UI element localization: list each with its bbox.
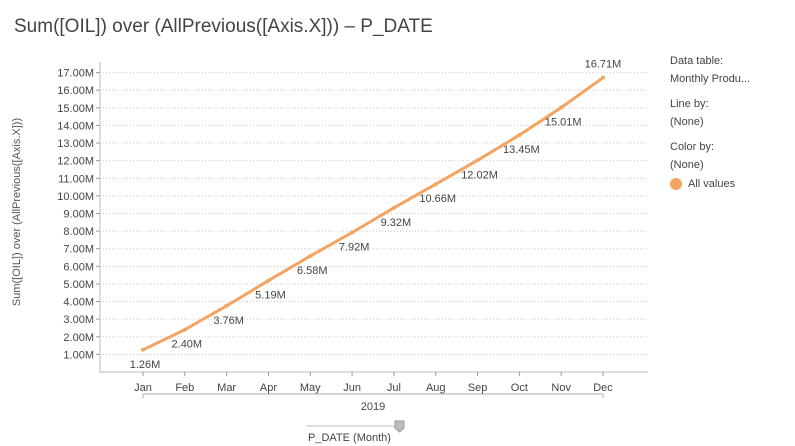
chart-title: Sum([OIL]) over (AllPrevious([Axis.X])) … — [14, 16, 433, 37]
data-label: 5.19M — [255, 290, 286, 302]
data-label: 12.02M — [461, 169, 498, 181]
data-label: 13.45M — [503, 144, 540, 156]
legend-color-by-value[interactable]: (None) — [670, 159, 704, 171]
y-tick-label: 10.00M — [57, 191, 94, 203]
data-point[interactable] — [224, 303, 229, 308]
legend-item-label: All values — [688, 178, 736, 190]
data-label: 15.01M — [545, 117, 582, 129]
y-tick-label: 12.00M — [57, 156, 94, 168]
data-point[interactable] — [141, 347, 145, 352]
data-point[interactable] — [559, 105, 564, 110]
x-tick-label: Oct — [511, 382, 528, 394]
x-tick-label: Mar — [217, 382, 236, 394]
x-axis: Jan Feb Mar Apr May Jun Jul Aug Sep Oct Nov Dec 2019 — [99, 62, 648, 413]
y-tick-label: 4.00M — [63, 297, 94, 309]
legend-color-by-label: Color by: — [670, 141, 715, 153]
data-point[interactable] — [475, 158, 480, 163]
y-tick-label: 6.00M — [63, 261, 94, 273]
data-point[interactable] — [308, 254, 313, 259]
x-tick-label: Jan — [134, 382, 152, 394]
gridlines — [100, 72, 648, 355]
legend-line-by-value[interactable]: (None) — [670, 116, 704, 128]
data-point[interactable] — [433, 182, 438, 187]
data-label: 7.92M — [339, 242, 370, 254]
x-tick-label: Apr — [260, 382, 277, 394]
data-labels: 1.26M 2.40M 3.76M 5.19M 6.58M 7.92M 9.32M 10.66… — [130, 59, 622, 371]
y-tick-label: 9.00M — [63, 208, 94, 220]
x-axis-selector-label[interactable]: P_DATE (Month) — [308, 432, 391, 444]
data-label: 10.66M — [419, 193, 456, 205]
data-label: 6.58M — [297, 265, 328, 277]
data-label: 1.26M — [130, 359, 161, 371]
x-tick-label: May — [300, 382, 321, 394]
x-tick-label: Feb — [175, 382, 194, 394]
y-tick-label: 17.00M — [57, 68, 94, 80]
y-tick-label: 2.00M — [63, 332, 94, 344]
y-tick-label: 14.00M — [57, 120, 94, 132]
legend-data-table-label: Data table: — [670, 55, 724, 67]
x-tick-label: Aug — [426, 382, 446, 394]
x-tick-label: Jul — [387, 382, 401, 394]
slider-handle-icon[interactable] — [394, 420, 405, 433]
legend-item[interactable]: All values — [670, 178, 790, 190]
data-label: 9.32M — [381, 217, 412, 229]
y-tick-label: 11.00M — [58, 173, 94, 185]
y-axis-ticks: 1.00M 2.00M 3.00M 4.00M 5.00M 6.00M 7.00M 8.00M… — [57, 68, 100, 361]
y-tick-label: 7.00M — [63, 244, 94, 256]
data-point[interactable] — [182, 327, 187, 332]
x-tick-label: Sep — [468, 382, 488, 394]
x-group-label: 2019 — [361, 401, 385, 413]
y-tick-label: 5.00M — [63, 279, 94, 291]
legend-panel: Data table: Monthly Produ... Line by: (N… — [670, 52, 790, 190]
x-axis-slider — [306, 420, 405, 433]
y-tick-label: 1.00M — [63, 349, 94, 361]
legend-line-by-label: Line by: — [670, 98, 709, 110]
legend-swatch-icon — [670, 178, 682, 190]
x-tick-label: Jun — [343, 382, 361, 394]
data-point[interactable] — [601, 75, 605, 80]
data-point[interactable] — [391, 205, 396, 210]
data-point[interactable] — [517, 133, 522, 138]
data-label: 3.76M — [213, 315, 244, 327]
series-line[interactable] — [141, 76, 605, 352]
x-tick-label: Dec — [593, 382, 613, 394]
data-label: 16.71M — [585, 59, 622, 71]
y-tick-label: 16.00M — [57, 85, 94, 97]
data-point[interactable] — [266, 278, 271, 283]
legend-data-table-value[interactable]: Monthly Produ... — [670, 73, 751, 85]
y-tick-label: 8.00M — [63, 226, 94, 238]
data-point[interactable] — [350, 230, 355, 235]
series-line-group — [141, 75, 605, 352]
y-tick-label: 13.00M — [57, 138, 94, 150]
x-tick-label: Nov — [551, 382, 571, 394]
data-label: 2.40M — [172, 339, 203, 351]
y-tick-label: 15.00M — [57, 103, 94, 115]
y-tick-label: 3.00M — [63, 314, 94, 326]
